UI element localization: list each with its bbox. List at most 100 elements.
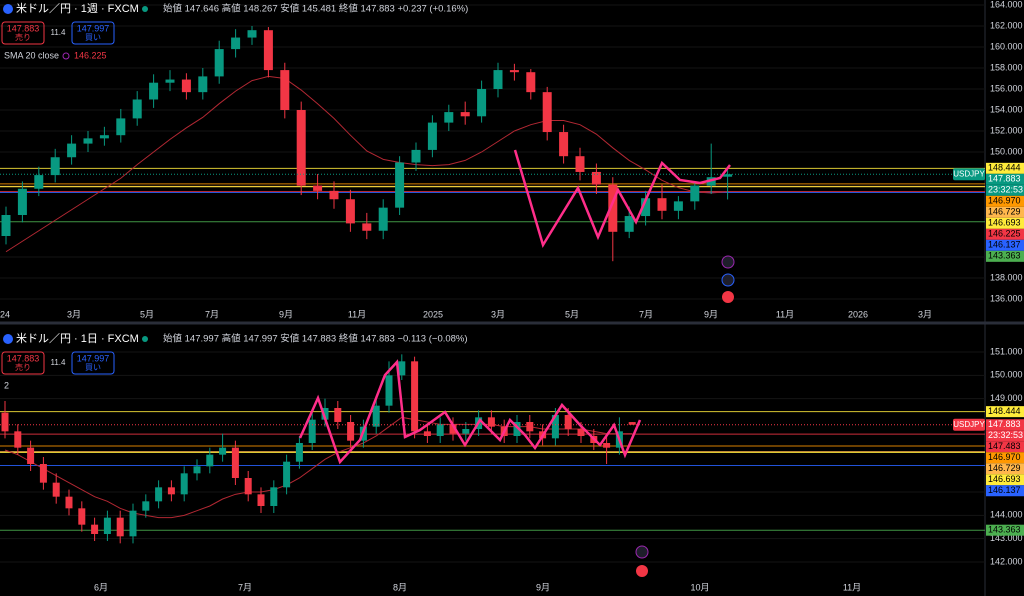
buy-label: 買い	[85, 33, 101, 42]
price-badge-label: 148.444	[988, 163, 1021, 173]
candle-body	[116, 517, 124, 537]
y-tick-label: 138.000	[990, 272, 1023, 282]
candle-body	[603, 443, 611, 448]
buy-button[interactable]	[71, 21, 115, 45]
candle-body	[1, 412, 9, 432]
price-badge	[986, 474, 1024, 486]
price-badge	[986, 419, 1024, 431]
candle-body	[165, 79, 175, 83]
sell-label: 売り	[15, 32, 31, 42]
buy-button[interactable]	[71, 351, 115, 375]
candle-body	[423, 431, 431, 436]
event-icon[interactable]	[722, 291, 734, 303]
indicator-label: 2	[4, 380, 9, 390]
y-tick-label: 156.000	[990, 83, 1023, 93]
x-tick-label: 6月	[94, 582, 108, 592]
candle-body	[628, 422, 636, 425]
candle-body	[280, 70, 290, 110]
panel: 164.000 162.000 160.000 158.000 156.000 154.0…	[0, 0, 1024, 319]
candle-body	[296, 110, 306, 186]
candle-body	[411, 149, 421, 163]
candle-body	[39, 464, 47, 483]
x-tick-label: 7月	[238, 582, 252, 592]
x-tick-label: 9月	[704, 309, 718, 319]
candle-body	[591, 171, 601, 185]
candle-body	[449, 424, 457, 434]
candle-body	[329, 190, 339, 200]
candle-body	[257, 494, 265, 506]
sell-button[interactable]	[1, 351, 45, 375]
event-icon[interactable]	[635, 545, 649, 559]
candle-body	[181, 79, 191, 93]
candle-body	[624, 216, 634, 232]
price-badge-label: 143.363	[988, 525, 1021, 535]
indicator-dot	[62, 52, 70, 60]
x-tick-label: 9月	[536, 582, 550, 592]
candle-body	[50, 157, 60, 176]
event-icon[interactable]	[636, 565, 648, 577]
drawn-pattern	[513, 149, 731, 249]
candle-body	[362, 223, 372, 231]
candle-body	[577, 429, 585, 436]
candle-body	[155, 487, 163, 502]
y-tick-label: 162.000	[990, 20, 1023, 30]
price-badge	[986, 217, 1024, 229]
x-tick-label: 3月	[67, 309, 81, 319]
indicator-value: 146.225	[74, 50, 107, 60]
y-tick-label: 164.000	[990, 0, 1023, 9]
price-badge-label: 146.970	[988, 196, 1021, 206]
price-badge-label: 23:32:53	[988, 185, 1023, 195]
ohlc-text: 始値 147.646 高値 148.267 安値 145.481 終値 147.…	[163, 3, 468, 15]
symbol-badge	[953, 168, 985, 181]
price-badge-label: 146.693	[988, 218, 1021, 228]
candle-body	[78, 508, 86, 525]
y-tick-label: 144.000	[990, 510, 1023, 520]
event-icon[interactable]	[721, 273, 735, 287]
candle-body	[247, 30, 257, 38]
y-tick-label: 143.000	[990, 533, 1023, 543]
ohlc-text: 始値 147.997 高値 147.997 安値 147.883 終値 147.…	[163, 333, 468, 345]
price-badge	[986, 206, 1024, 218]
x-tick-label: 5月	[140, 309, 154, 319]
candle-body	[198, 76, 208, 93]
y-tick-label: 152.000	[990, 125, 1023, 135]
sell-button[interactable]	[1, 21, 45, 45]
x-tick-label: 10月	[690, 582, 709, 592]
candle-body	[526, 422, 534, 432]
price-badge	[986, 452, 1024, 464]
x-tick-label: 5月	[565, 309, 579, 319]
candle-body	[395, 162, 405, 208]
candle-body	[487, 417, 495, 427]
price-badge	[986, 195, 1024, 207]
x-tick-label: 11月	[348, 309, 366, 319]
candle-body	[542, 92, 552, 133]
price-badge-label: 147.883	[988, 174, 1021, 184]
candle-body	[321, 408, 329, 420]
price-badge	[986, 184, 1024, 196]
price-badge-label: 143.363	[988, 251, 1021, 261]
candle-body	[372, 405, 380, 427]
price-badge-label: 146.729	[988, 463, 1021, 473]
event-icon[interactable]	[721, 255, 735, 269]
price-badge	[986, 463, 1024, 475]
sell-label: 売り	[15, 362, 31, 372]
price-badge	[986, 406, 1024, 418]
x-tick-label: 3月	[918, 309, 932, 319]
x-tick-label: 24	[0, 309, 10, 319]
price-badge	[986, 430, 1024, 442]
spread: 11.4	[51, 358, 67, 367]
indicator-label: SMA 20 close	[4, 50, 59, 60]
y-tick-label: 158.000	[990, 62, 1023, 72]
candle-body	[641, 198, 651, 217]
candle-body	[444, 112, 454, 123]
candle-body	[436, 424, 444, 436]
candle-body	[526, 72, 536, 93]
symbol-title: 米ドル／円 · 1日 · FXCM	[16, 332, 139, 345]
price-badge	[986, 162, 1024, 174]
sell-price: 147.883	[7, 353, 40, 363]
candle-body	[559, 132, 569, 157]
candle-body	[34, 175, 44, 189]
candle-body	[411, 361, 419, 432]
candle-body	[1, 215, 11, 236]
